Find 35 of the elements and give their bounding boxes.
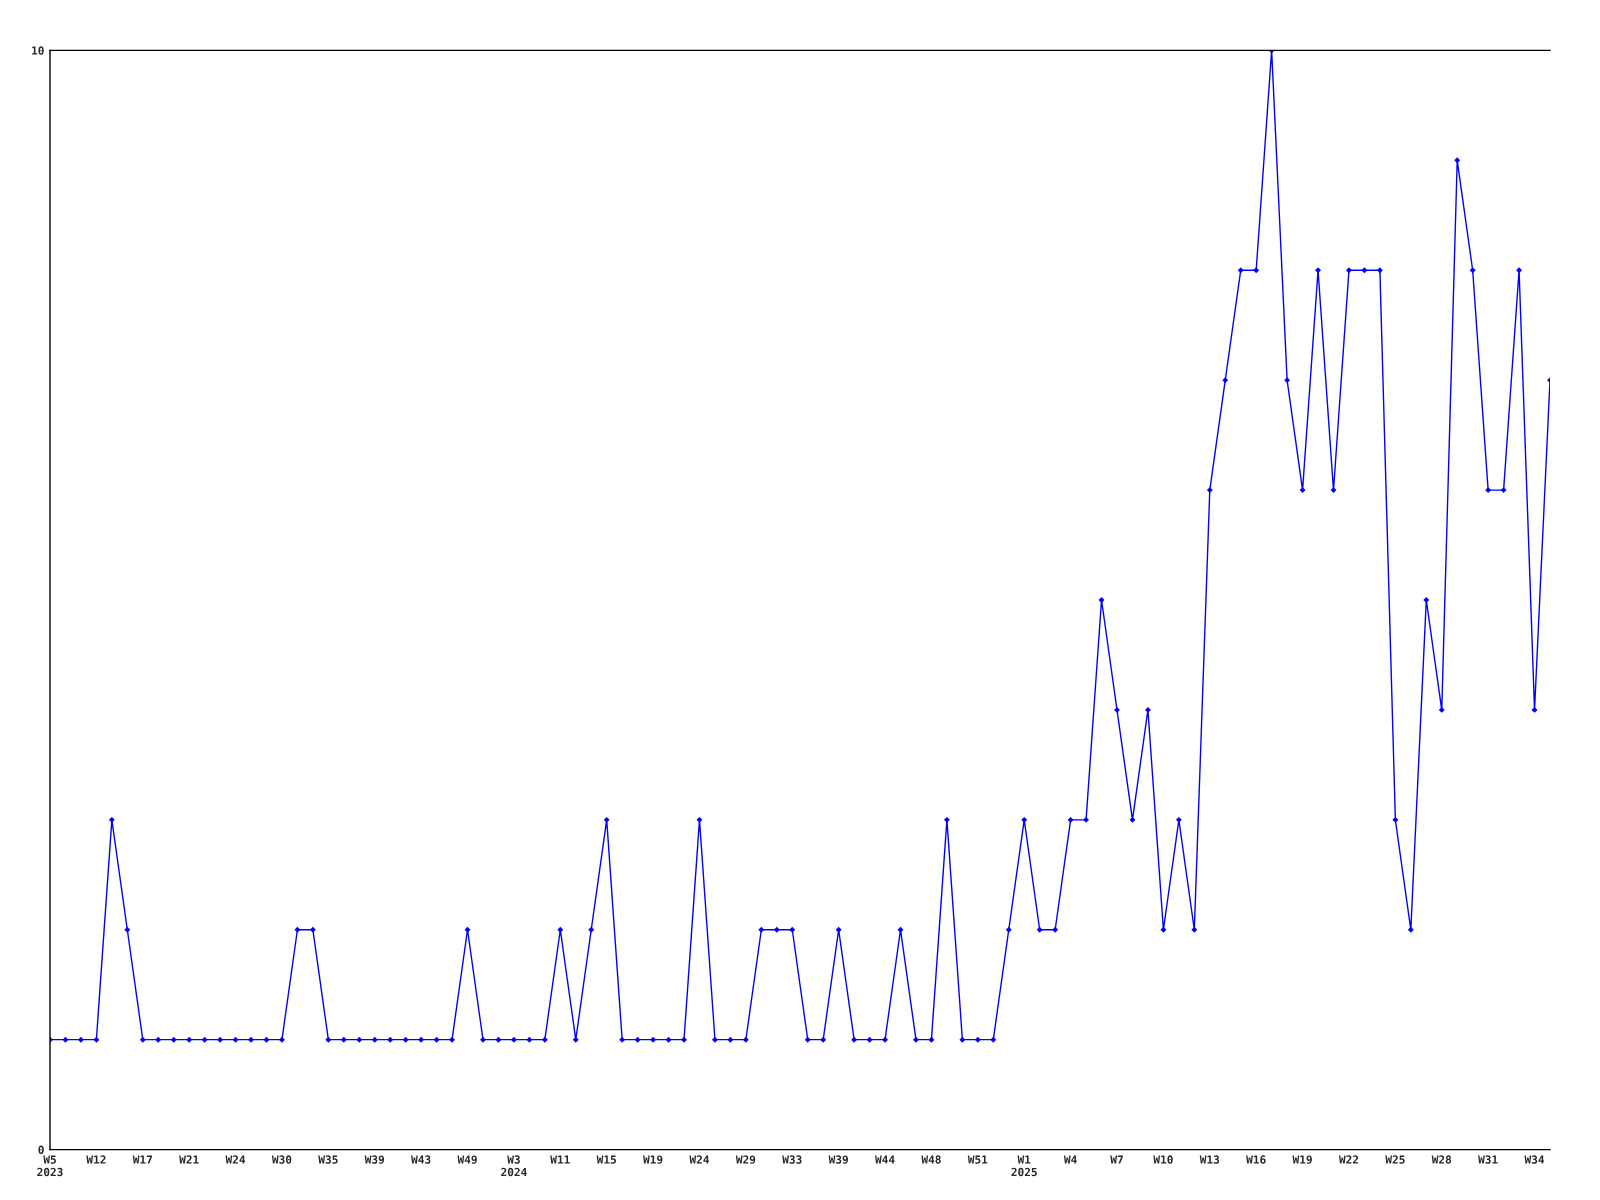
x-tick-label: W11 (550, 1155, 570, 1164)
x-tick-label: W39 (364, 1155, 385, 1164)
x-tick-label: W25 (1385, 1155, 1405, 1164)
x-tick-label: W19 (1292, 1155, 1312, 1164)
x-tick-label: W5 2023 (37, 1155, 63, 1177)
x-tick-label: W30 (271, 1155, 292, 1164)
x-tick-label: W35 (318, 1155, 338, 1164)
x-tick-label: W16 (1246, 1155, 1266, 1164)
x-tick-label: W48 (921, 1155, 941, 1164)
x-tick-label: W49 (457, 1155, 477, 1164)
x-tick-label: W7 (1110, 1155, 1123, 1164)
x-tick-label: W12 (86, 1155, 106, 1164)
x-tick-label: W28 (1431, 1155, 1452, 1164)
x-tick-label: W44 (875, 1155, 895, 1164)
x-tick-label: W22 (1338, 1155, 1359, 1164)
x-tick-label: W29 (735, 1155, 756, 1164)
x-tick-label: W39 (828, 1155, 848, 1164)
x-tick-label: W13 (1199, 1155, 1220, 1164)
y-tick-label: 0 (38, 1145, 44, 1154)
x-tick-label: W4 (1063, 1155, 1077, 1164)
x-tick-label: W31 (1478, 1155, 1498, 1164)
x-tick-label: W19 (643, 1155, 663, 1164)
y-tick-label: 10 (32, 46, 44, 55)
x-tick-label: W15 (596, 1155, 616, 1164)
x-tick-label: W21 (179, 1155, 199, 1164)
x-tick-label: W24 (225, 1155, 246, 1164)
x-tick-label: W51 (967, 1155, 988, 1164)
x-tick-label: W17 (132, 1155, 152, 1164)
x-tick-label: W3 2024 (501, 1155, 527, 1177)
x-tick-label: W33 (782, 1155, 802, 1164)
x-tick-label: W43 (411, 1155, 431, 1164)
x-tick-label: W1 2025 (1011, 1155, 1037, 1177)
x-tick-label: W24 (689, 1155, 710, 1164)
x-tick-label: W10 (1153, 1155, 1173, 1164)
x-tick-label: W34 (1524, 1155, 1545, 1164)
